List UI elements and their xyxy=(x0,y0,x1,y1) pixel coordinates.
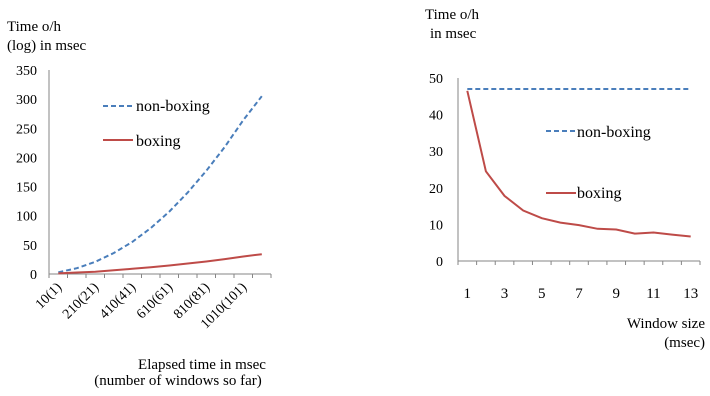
right-x-tick-label: 13 xyxy=(683,286,698,302)
left-series-line-boxing xyxy=(58,253,262,275)
left-x-axis-title-line1: Elapsed time in msec xyxy=(138,357,266,373)
right-x-tick-label: 7 xyxy=(575,286,583,302)
left-legend-label-non-boxing: non-boxing xyxy=(136,98,210,115)
left-y-ticks: 0 50 100 150 200 250 300 350 xyxy=(16,64,37,283)
right-x-tick-label: 11 xyxy=(646,286,660,302)
left-y-axis-title-line2: (log) in msec xyxy=(7,38,86,54)
right-y-tick-label: 20 xyxy=(429,182,443,197)
left-y-tick-label: 200 xyxy=(16,151,37,166)
left-series-group xyxy=(58,95,263,275)
right-y-ticks: 0 10 20 30 40 50 xyxy=(429,72,443,270)
right-legend-label-boxing: boxing xyxy=(577,185,621,202)
left-y-tick-label: 300 xyxy=(16,93,37,108)
left-x-axis-title-line2: (number of windows so far) xyxy=(94,373,261,389)
right-x-tick-label: 1 xyxy=(464,286,472,302)
right-series-line-boxing xyxy=(466,90,691,238)
right-y-tick-label: 0 xyxy=(436,255,443,270)
right-y-tick-label: 40 xyxy=(429,109,443,124)
right-legend: non-boxing boxing xyxy=(546,124,651,202)
right-y-tick-label: 50 xyxy=(429,72,443,87)
right-x-tick-label: 3 xyxy=(501,286,509,302)
right-x-axis-title-line1: Window size xyxy=(627,316,705,332)
left-chart: Time o/h (log) in msec 0 50 100 150 200 250 30… xyxy=(7,19,272,389)
right-y-tick-label: 10 xyxy=(429,218,443,233)
left-x-tick-label: 10(1) xyxy=(33,280,65,312)
right-series-group xyxy=(466,88,691,238)
right-x-tick-label: 5 xyxy=(538,286,546,302)
left-y-tick-label: 350 xyxy=(16,64,37,79)
left-y-tick-label: 0 xyxy=(30,268,37,283)
right-y-tick-label: 30 xyxy=(429,145,443,160)
right-x-tick-label: 9 xyxy=(612,286,620,302)
right-x-ticks: 1 3 5 7 9 11 13 xyxy=(457,261,701,302)
right-y-axis-title-line2: in msec xyxy=(430,26,477,42)
left-x-tick-label: 610(61) xyxy=(134,280,176,322)
left-y-tick-label: 150 xyxy=(16,181,37,196)
left-series-line-non-boxing xyxy=(58,95,263,274)
left-x-tick-label: 410(41) xyxy=(97,280,139,322)
left-legend: non-boxing boxing xyxy=(103,98,210,150)
left-x-tick-label: 210(21) xyxy=(60,280,102,322)
left-y-axis-title-line1: Time o/h xyxy=(7,19,62,35)
left-y-tick-label: 50 xyxy=(23,239,37,254)
left-y-tick-label: 250 xyxy=(16,122,37,137)
right-x-axis-title-line2: (msec) xyxy=(664,335,705,351)
left-y-tick-label: 100 xyxy=(16,210,37,225)
right-y-axis-title-line1: Time o/h xyxy=(425,7,480,23)
left-x-ticks: 10(1)210(21)410(41)610(61)810(81)1010(10… xyxy=(33,274,272,332)
left-legend-label-boxing: boxing xyxy=(136,133,180,150)
right-legend-label-non-boxing: non-boxing xyxy=(577,124,651,141)
